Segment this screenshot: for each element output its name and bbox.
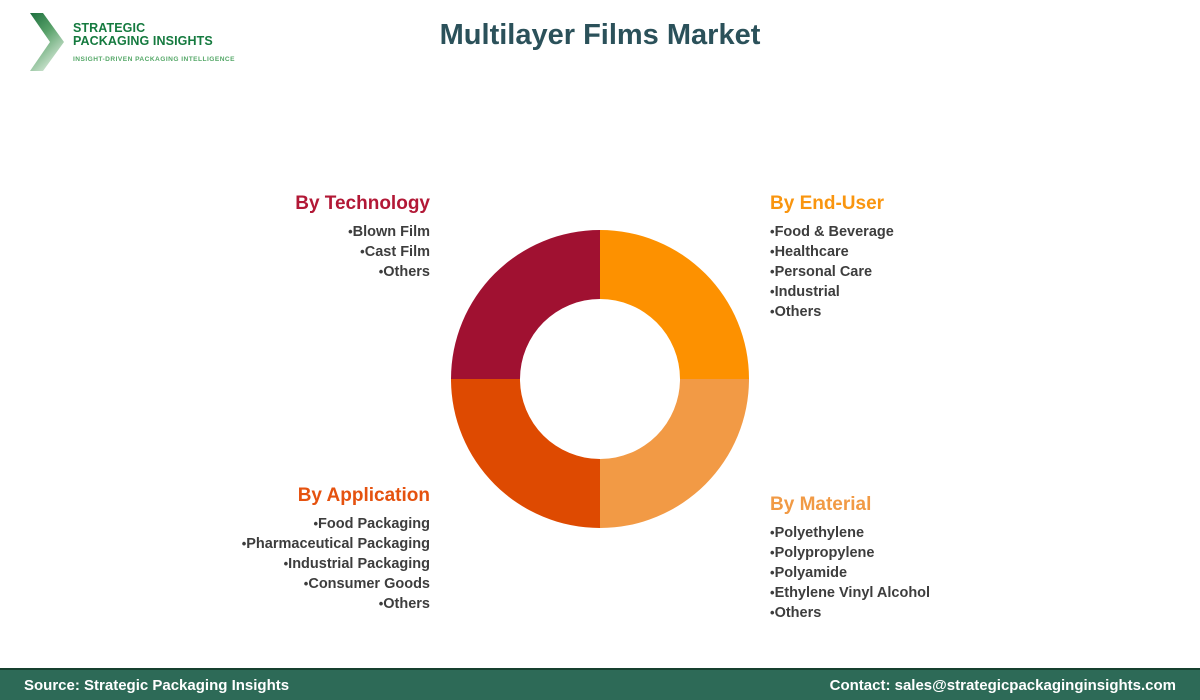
- page-title: Multilayer Films Market: [439, 19, 761, 51]
- donut-segment-top-right: [600, 230, 749, 379]
- donut-segment-top-left: [451, 230, 600, 379]
- donut-chart: [450, 229, 750, 529]
- logo-name-line1: STRATEGIC: [73, 21, 146, 35]
- logo-name: STRATEGIC PACKAGING INSIGHTS: [73, 22, 235, 47]
- logo-text: STRATEGIC PACKAGING INSIGHTS INSIGHT-DRI…: [73, 13, 235, 71]
- footer-bar: Source: Strategic Packaging Insights Con…: [0, 668, 1200, 700]
- section-technology: By Technology Blown FilmCast FilmOthers: [100, 193, 430, 282]
- list-item: Polyamide: [770, 563, 1100, 583]
- section-application-heading: By Application: [297, 485, 430, 506]
- donut-segment-bottom-right: [600, 379, 749, 528]
- list-item: Ethylene Vinyl Alcohol: [770, 583, 1100, 603]
- list-item: Food & Beverage: [770, 222, 1100, 242]
- footer-contact: Contact: sales@strategicpackaginginsight…: [829, 676, 1176, 694]
- list-item: Personal Care: [770, 262, 1100, 282]
- section-application: By Application Food PackagingPharmaceuti…: [100, 485, 430, 614]
- logo-tagline: INSIGHT-DRIVEN PACKAGING INTELLIGENCE: [73, 56, 235, 63]
- section-technology-heading: By Technology: [295, 193, 430, 214]
- list-item: Polypropylene: [770, 543, 1100, 563]
- section-end-user: By End-User Food & BeverageHealthcarePer…: [770, 193, 1100, 322]
- section-material: By Material PolyethylenePolypropylenePol…: [770, 494, 1100, 623]
- list-item: Cast Film: [100, 242, 430, 262]
- logo-chevron-icon: [30, 13, 64, 71]
- list-item: Others: [100, 262, 430, 282]
- logo: STRATEGIC PACKAGING INSIGHTS INSIGHT-DRI…: [30, 13, 235, 71]
- list-item: Food Packaging: [100, 514, 430, 534]
- section-end-user-heading: By End-User: [770, 193, 885, 214]
- section-material-list: PolyethylenePolypropylenePolyamideEthyle…: [770, 523, 1100, 623]
- list-item: Industrial: [770, 282, 1100, 302]
- section-material-heading: By Material: [770, 494, 872, 515]
- list-item: Blown Film: [100, 222, 430, 242]
- footer-source: Source: Strategic Packaging Insights: [24, 676, 290, 694]
- donut-chart-svg: [451, 230, 749, 528]
- donut-segment-bottom-left: [451, 379, 600, 528]
- logo-name-line2: PACKAGING INSIGHTS: [73, 33, 213, 48]
- section-end-user-list: Food & BeverageHealthcarePersonal CareIn…: [770, 222, 1100, 322]
- list-item: Others: [100, 594, 430, 614]
- list-item: Pharmaceutical Packaging: [100, 534, 430, 554]
- list-item: Industrial Packaging: [100, 554, 430, 574]
- list-item: Healthcare: [770, 242, 1100, 262]
- list-item: Others: [770, 603, 1100, 623]
- section-technology-list: Blown FilmCast FilmOthers: [100, 222, 430, 282]
- list-item: Polyethylene: [770, 523, 1100, 543]
- section-application-list: Food PackagingPharmaceutical PackagingIn…: [100, 514, 430, 614]
- list-item: Others: [770, 302, 1100, 322]
- list-item: Consumer Goods: [100, 574, 430, 594]
